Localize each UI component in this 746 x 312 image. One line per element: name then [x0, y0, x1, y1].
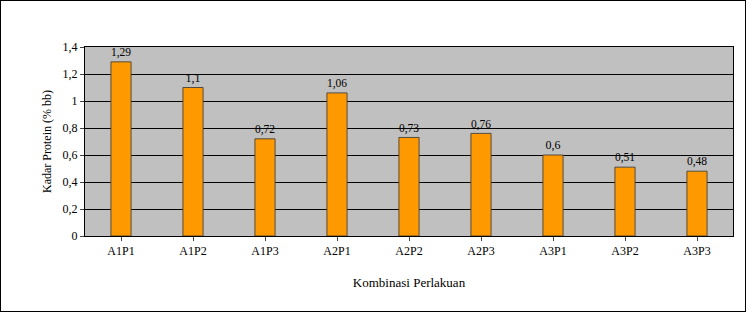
svg-text:A2P3: A2P3	[467, 244, 494, 258]
svg-text:A2P2: A2P2	[395, 244, 422, 258]
svg-text:0,2: 0,2	[63, 202, 78, 216]
svg-text:0,72: 0,72	[255, 123, 275, 136]
svg-text:A3P2: A3P2	[611, 244, 638, 258]
svg-text:1: 1	[72, 94, 78, 108]
svg-text:1,1: 1,1	[186, 71, 201, 85]
svg-text:0,6: 0,6	[546, 138, 561, 152]
svg-text:1,06: 1,06	[327, 77, 347, 90]
svg-text:1,2: 1,2	[63, 67, 78, 81]
svg-text:1,4: 1,4	[63, 40, 78, 54]
svg-text:0: 0	[72, 229, 78, 243]
svg-text:0,73: 0,73	[399, 122, 419, 135]
svg-text:A2P1: A2P1	[323, 244, 350, 258]
svg-text:0,8: 0,8	[63, 121, 78, 135]
svg-text:A1P3: A1P3	[251, 244, 278, 258]
svg-text:A1P2: A1P2	[179, 244, 206, 258]
svg-text:1,29: 1,29	[111, 46, 131, 59]
svg-text:0,76: 0,76	[471, 118, 491, 131]
svg-text:0,48: 0,48	[687, 155, 707, 168]
svg-text:Kadar Protein (% bb): Kadar Protein (% bb)	[40, 90, 54, 193]
svg-text:0,51: 0,51	[615, 151, 635, 164]
svg-text:Kombinasi Perlakuan: Kombinasi Perlakuan	[353, 275, 466, 290]
svg-text:A1P1: A1P1	[107, 244, 134, 258]
svg-text:A3P1: A3P1	[539, 244, 566, 258]
svg-text:A3P3: A3P3	[683, 244, 710, 258]
svg-text:0,6: 0,6	[63, 148, 78, 162]
svg-text:0,4: 0,4	[63, 175, 78, 189]
